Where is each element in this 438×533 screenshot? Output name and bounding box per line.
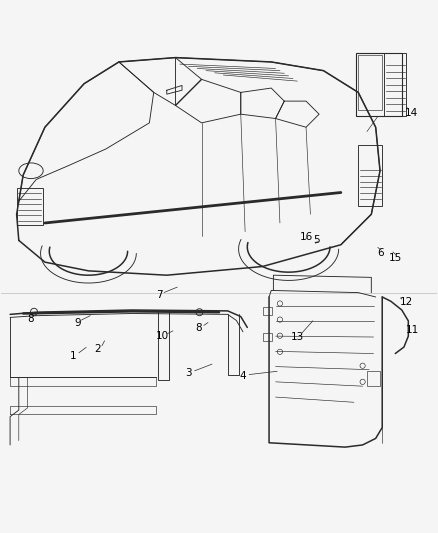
Bar xyxy=(356,53,402,116)
Bar xyxy=(385,53,406,116)
Text: 15: 15 xyxy=(389,253,402,263)
Bar xyxy=(17,188,43,225)
Text: 4: 4 xyxy=(240,371,246,381)
Bar xyxy=(358,144,382,206)
Text: 2: 2 xyxy=(94,344,100,354)
Bar xyxy=(358,55,382,110)
Bar xyxy=(367,371,380,386)
Text: 7: 7 xyxy=(155,290,162,300)
Text: 10: 10 xyxy=(156,331,169,341)
Text: 3: 3 xyxy=(185,368,192,378)
Text: 8: 8 xyxy=(196,324,202,333)
Text: 12: 12 xyxy=(399,297,413,307)
Text: 1: 1 xyxy=(70,351,77,361)
Text: 11: 11 xyxy=(406,325,419,335)
Bar xyxy=(262,333,272,341)
Text: 8: 8 xyxy=(28,314,34,324)
Text: 14: 14 xyxy=(405,108,418,118)
Text: 9: 9 xyxy=(74,318,81,328)
Bar xyxy=(262,306,272,315)
Text: 6: 6 xyxy=(378,248,384,259)
Text: 13: 13 xyxy=(291,332,304,342)
Text: 5: 5 xyxy=(313,236,320,245)
Text: 16: 16 xyxy=(300,232,313,242)
